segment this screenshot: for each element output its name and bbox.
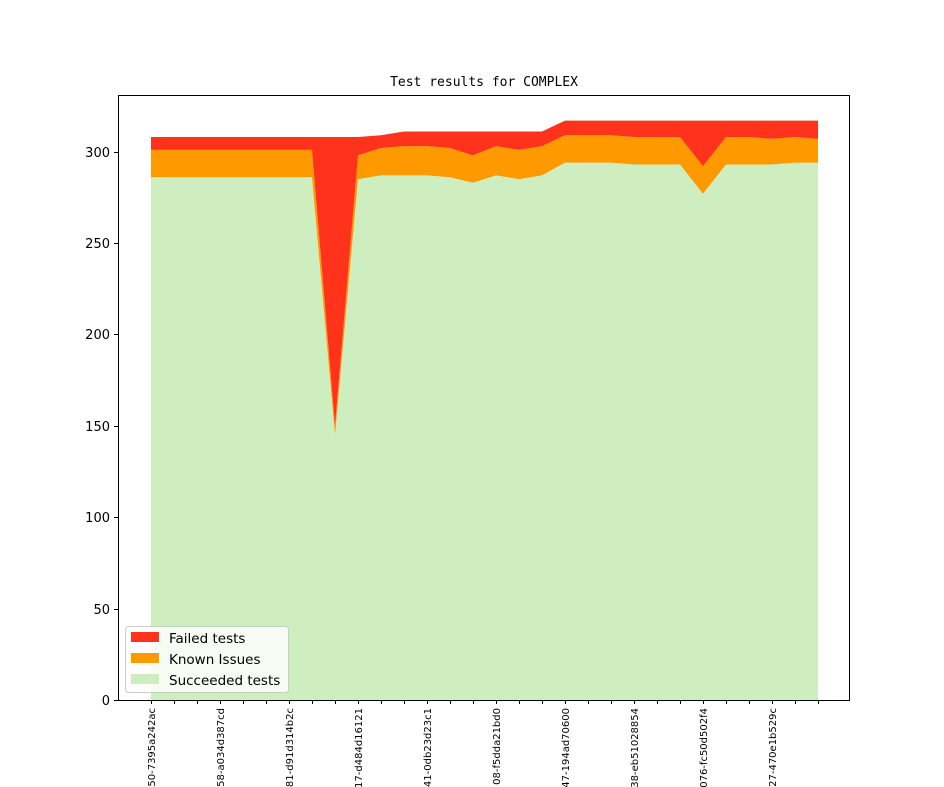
y-tick-label: 300 bbox=[85, 146, 110, 161]
y-tick-label: 100 bbox=[85, 511, 110, 526]
legend-swatch-failed bbox=[131, 632, 159, 642]
x-tick-label: 38-eb51028854 bbox=[630, 708, 641, 787]
legend-swatch-succeeded bbox=[131, 674, 159, 684]
x-axis: 50-7395a242ac 58-a034d387cd 81-d91d314b2c 1… bbox=[147, 700, 819, 787]
area-failed-tests bbox=[151, 120, 818, 426]
legend-label-succeeded: Succeeded tests bbox=[169, 673, 280, 689]
y-tick-label: 150 bbox=[85, 420, 110, 435]
legend-swatch-known bbox=[131, 653, 159, 663]
chart-title: Test results for COMPLEX bbox=[390, 75, 578, 90]
x-tick-label: 81-d91d314b2c bbox=[285, 708, 296, 787]
y-axis: 0 50 100 150 200 250 300 bbox=[85, 146, 118, 709]
x-tick-label: 58-a034d387cd bbox=[216, 708, 227, 787]
x-tick-label: 50-7395a242ac bbox=[147, 708, 158, 787]
x-tick-label: 47-194ad70600 bbox=[561, 708, 572, 787]
x-tick-label: 08-f5dda21bd0 bbox=[492, 708, 503, 785]
legend-label-failed: Failed tests bbox=[169, 631, 245, 647]
y-tick-label: 250 bbox=[85, 237, 110, 252]
areas bbox=[151, 120, 818, 700]
legend-label-known: Known Issues bbox=[169, 652, 261, 668]
legend-box bbox=[125, 626, 289, 693]
x-tick-label: 41-0db23d23c1 bbox=[423, 708, 434, 787]
plot-frame bbox=[118, 95, 850, 701]
y-tick-label: 50 bbox=[93, 603, 110, 618]
legend: Failed tests Known Issues Succeeded test… bbox=[125, 626, 289, 693]
y-tick-label: 0 bbox=[102, 694, 110, 709]
x-tick-label: 17-d484d16121 bbox=[354, 708, 365, 787]
x-tick-label: 076-fc50d502f4 bbox=[699, 708, 710, 787]
area-succeeded-tests bbox=[151, 162, 818, 700]
area-known-issues bbox=[151, 135, 818, 435]
x-tick-label: 27-470e1b529c bbox=[768, 708, 779, 787]
y-tick-label: 200 bbox=[85, 328, 110, 343]
